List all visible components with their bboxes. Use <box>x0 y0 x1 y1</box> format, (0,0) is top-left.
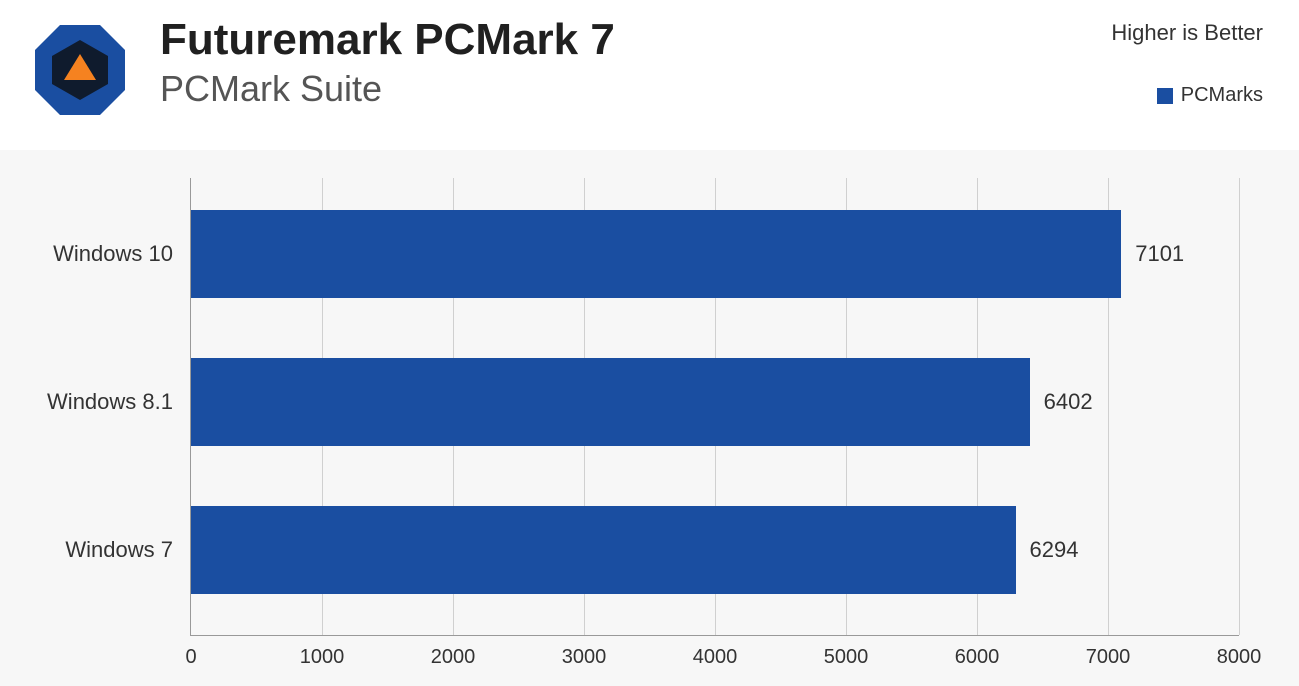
bar-row: Windows 76294 <box>191 506 1239 594</box>
x-tick-label: 8000 <box>1217 646 1262 669</box>
bar-value-label: 7101 <box>1135 241 1184 267</box>
futuremark-logo-icon <box>30 20 130 120</box>
x-tick-label: 5000 <box>824 646 869 669</box>
chart-area: 0 1000 2000 3000 4000 5000 6000 7000 8000 Windows… <box>0 150 1299 686</box>
legend-label: PCMarks <box>1181 84 1263 107</box>
x-tick-label: 1000 <box>300 646 345 669</box>
x-tick-label: 2000 <box>431 646 476 669</box>
chart-title: Futuremark PCMark 7 <box>160 16 1269 64</box>
bar-row: Windows 107101 <box>191 210 1239 298</box>
bar <box>191 506 1016 594</box>
header-right: Higher is Better PCMarks <box>1111 20 1263 107</box>
logo-svg <box>30 20 130 120</box>
bar-row: Windows 8.16402 <box>191 358 1239 446</box>
better-direction-hint: Higher is Better <box>1111 20 1263 46</box>
y-axis-label: Windows 10 <box>53 241 173 267</box>
bar-value-label: 6294 <box>1030 537 1079 563</box>
x-tick-label: 7000 <box>1086 646 1131 669</box>
bar <box>191 358 1030 446</box>
chart-header: Futuremark PCMark 7 PCMark Suite Higher … <box>0 0 1299 150</box>
bar-value-label: 6402 <box>1044 389 1093 415</box>
x-tick-label: 3000 <box>562 646 607 669</box>
y-axis-label: Windows 7 <box>65 537 173 563</box>
y-axis-label: Windows 8.1 <box>47 389 173 415</box>
legend-swatch <box>1157 88 1173 104</box>
gridline <box>1239 178 1240 635</box>
x-tick-label: 0 <box>185 646 196 669</box>
x-tick-label: 6000 <box>955 646 1000 669</box>
chart-subtitle: PCMark Suite <box>160 68 1269 110</box>
x-tick-label: 4000 <box>693 646 738 669</box>
plot: 010002000300040005000600070008000Windows… <box>190 178 1239 636</box>
bar <box>191 210 1121 298</box>
title-block: Futuremark PCMark 7 PCMark Suite <box>160 10 1269 110</box>
legend: PCMarks <box>1111 84 1263 107</box>
